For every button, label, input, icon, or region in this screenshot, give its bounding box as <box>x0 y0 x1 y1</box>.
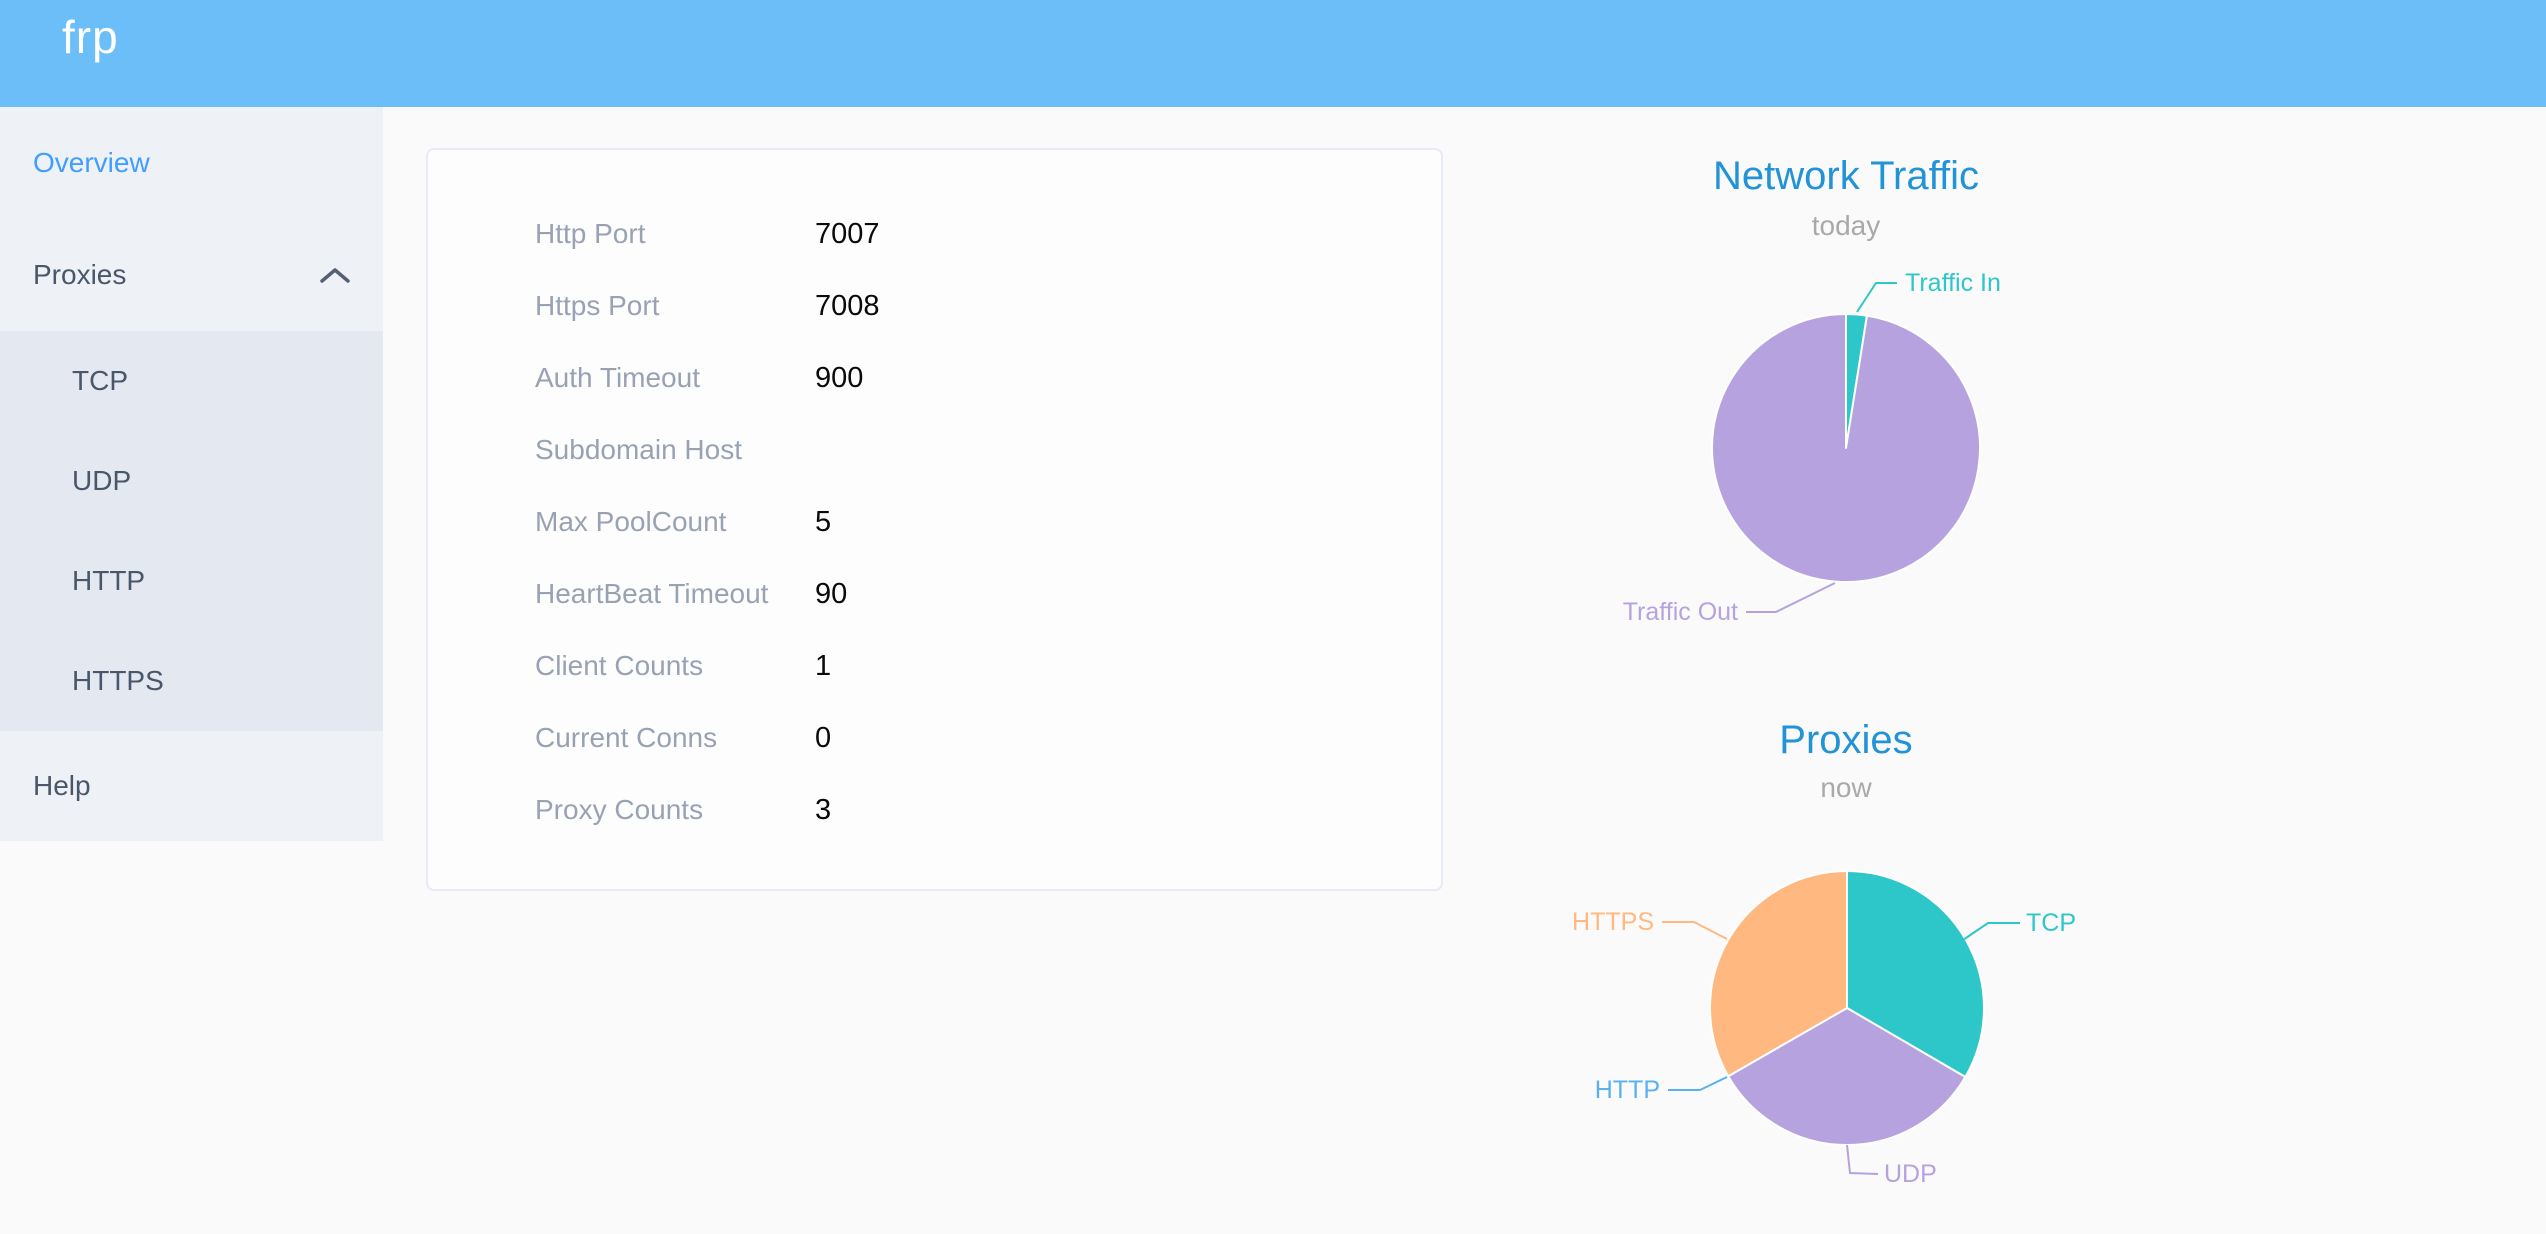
tcp-leader-line <box>1962 922 2020 941</box>
sidebar-item-tcp-label: TCP <box>72 365 128 396</box>
http-leader-line <box>1668 1076 1728 1091</box>
row-label: Max PoolCount <box>535 506 727 537</box>
traffic-out-leader-line <box>1746 582 1836 613</box>
sidebar-item-udp[interactable]: UDP <box>0 431 383 531</box>
row-label: Http Port <box>535 218 646 249</box>
row-label: Current Conns <box>535 722 718 753</box>
pie-slices <box>1709 870 1985 1147</box>
row-value: 90 <box>815 577 848 610</box>
sidebar-item-proxies[interactable]: Proxies <box>0 219 383 331</box>
sidebar-item-http[interactable]: HTTP <box>0 531 383 631</box>
sidebar-item-overview-label: Overview <box>33 147 150 178</box>
row-label: Proxy Counts <box>535 794 704 825</box>
https-leader-line <box>1662 921 1728 940</box>
table-row: Client Counts 1 <box>428 630 1441 702</box>
table-row: Max PoolCount 5 <box>428 486 1441 558</box>
http-label: HTTP <box>1595 1076 1660 1104</box>
proxies-submenu: TCP UDP HTTP HTTPS <box>0 331 383 731</box>
pie-slice-tcp[interactable] <box>1846 870 1985 1078</box>
udp-leader-line <box>1846 1144 1879 1175</box>
table-row: Auth Timeout 900 <box>428 342 1441 414</box>
network-traffic-chart-title: Network Traffic <box>1713 154 1979 198</box>
table-row: Subdomain Host <box>428 414 1441 486</box>
sidebar-item-help-label: Help <box>33 770 91 801</box>
sidebar-item-https[interactable]: HTTPS <box>0 631 383 731</box>
row-label: HeartBeat Timeout <box>535 578 769 609</box>
row-value: 7007 <box>815 217 880 250</box>
sidebar-item-http-label: HTTP <box>72 565 146 596</box>
https-label: HTTPS <box>1572 908 1654 936</box>
pie-slice-https[interactable] <box>1709 870 1848 1078</box>
proxies-pie-chart: TCP UDP HTTP HTTPS <box>1572 870 2076 1188</box>
sidebar-item-proxies-label: Proxies <box>33 259 127 290</box>
sidebar-item-overview[interactable]: Overview <box>0 107 383 219</box>
pie-slices <box>1710 313 1981 583</box>
row-label: Client Counts <box>535 650 704 681</box>
proxies-chart-title: Proxies <box>1779 718 1913 762</box>
sidebar-item-tcp[interactable]: TCP <box>0 331 383 431</box>
table-row: Https Port 7008 <box>428 270 1441 342</box>
app-header: frp <box>0 0 2546 107</box>
tcp-label: TCP <box>2026 909 2076 937</box>
sidebar-item-https-label: HTTPS <box>72 665 164 696</box>
sidebar-item-udp-label: UDP <box>72 465 132 496</box>
row-value: 900 <box>815 361 864 394</box>
table-row: Current Conns 0 <box>428 702 1441 774</box>
row-label: Auth Timeout <box>535 362 700 393</box>
row-value: 7008 <box>815 289 880 322</box>
row-value: 5 <box>815 505 832 538</box>
pie-slice-traffic-out[interactable] <box>1710 313 1981 583</box>
network-traffic-pie-chart: Traffic In Traffic Out <box>1623 269 2001 626</box>
chevron-up-icon <box>320 268 350 283</box>
sidebar-item-help[interactable]: Help <box>0 731 383 841</box>
row-value: 1 <box>815 649 832 682</box>
row-label: Https Port <box>535 290 660 321</box>
row-label: Subdomain Host <box>535 434 743 465</box>
row-value: 0 <box>815 721 832 754</box>
traffic-out-label: Traffic Out <box>1623 598 1738 626</box>
traffic-in-label: Traffic In <box>1905 269 2001 297</box>
app-logo: frp <box>62 11 119 63</box>
sidebar: Overview Proxies TCP UDP HTTP HTTPS Help <box>0 107 383 841</box>
table-row: Proxy Counts 3 <box>428 774 1441 846</box>
udp-label: UDP <box>1884 1160 1937 1188</box>
proxies-chart-subtitle: now <box>1820 772 1872 803</box>
network-traffic-chart-subtitle: today <box>1811 210 1881 241</box>
traffic-in-leader-line <box>1856 282 1897 313</box>
table-row: HeartBeat Timeout 90 <box>428 558 1441 630</box>
row-value: 3 <box>815 793 832 826</box>
table-row: Http Port 7007 <box>428 198 1441 270</box>
server-info-panel: Http Port 7007 Https Port 7008 Auth Time… <box>426 148 1443 891</box>
